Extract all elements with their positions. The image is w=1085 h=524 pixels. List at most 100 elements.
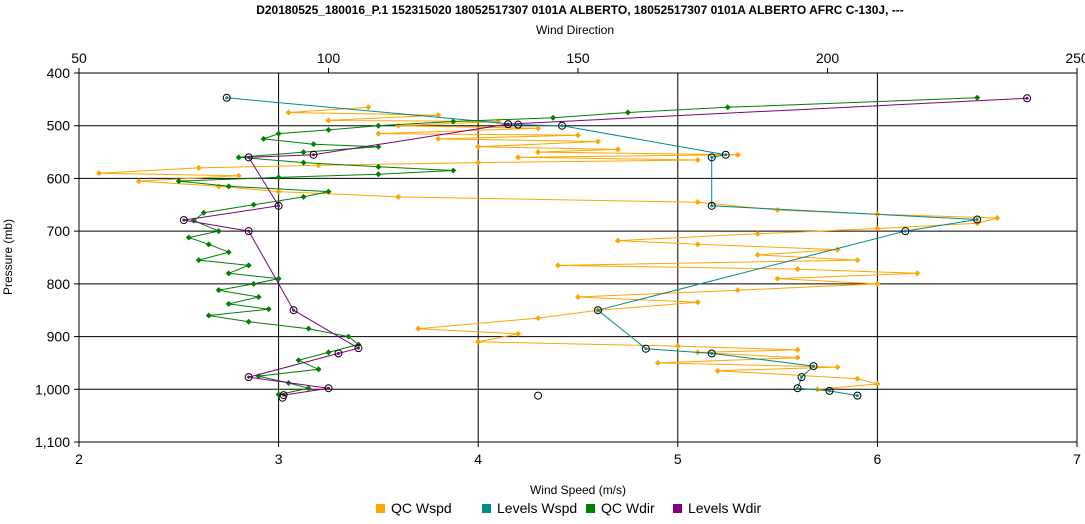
data-point [515,330,522,337]
data-point [435,135,442,142]
data-point [594,138,601,145]
stray-data-point [278,393,287,402]
data-point-fill [710,351,714,355]
data-point [195,164,202,171]
data-point [674,343,681,350]
data-point [641,344,650,353]
data-point-fill [247,375,251,379]
data-point [1023,94,1032,103]
top-axis-ticks: 50 100 150 200 250 [71,50,1085,73]
data-point [614,237,621,244]
data-point-fill [855,394,859,398]
legend-swatch [482,504,491,513]
data-point [244,227,253,236]
data-point [694,241,701,248]
data-point [550,114,557,121]
data-point [514,120,523,129]
data-point-fill [710,204,714,208]
data-point [375,171,382,178]
data-point [215,287,222,294]
data-point-fill [975,218,979,222]
legend-swatch [673,504,682,513]
top-tick-label: 100 [317,50,341,66]
data-point [245,318,252,325]
bottom-tick-label: 5 [674,451,682,467]
data-point-fill [644,347,648,351]
data-point-fill [247,155,251,159]
y-tick-label: 900 [47,329,71,345]
data-point-fill [225,96,229,100]
data-point [300,149,307,156]
data-point [707,349,716,358]
data-point [225,183,232,190]
data-point [797,373,806,382]
data-point [250,280,257,287]
data-point [205,241,212,248]
bottom-tick-label: 4 [474,451,482,467]
data-point [593,306,602,315]
data-point [575,132,581,139]
data-point [222,93,231,102]
data-point [694,299,701,306]
data-point [854,257,861,264]
data-point-fill [596,308,600,312]
data-point [179,216,188,225]
series-levels-wspd [222,93,982,400]
data-point [914,270,921,277]
data-point [195,257,202,264]
data-point [375,130,382,137]
data-point-fill [796,386,800,390]
y-tick-label: 700 [47,223,71,239]
data-point [205,312,212,319]
data-point [535,125,542,132]
data-point [874,280,881,287]
data-point [450,167,457,174]
data-point-fill [277,204,281,208]
data-point [475,143,482,150]
data-point-fill [312,153,316,157]
series-levels-wdir [179,94,1032,400]
y-tick-label: 800 [47,276,71,292]
data-point-fill [247,229,251,233]
data-point [834,364,841,371]
data-point-fill [182,218,186,222]
data-point [504,120,513,129]
legend-swatch [376,504,385,513]
data-point [375,163,382,170]
data-point [515,154,522,161]
data-point [255,294,262,301]
y-axis-label: Pressure (mb) [1,219,15,295]
y-tick-label: 1,000 [35,381,70,397]
data-point [175,178,182,185]
data-point [275,174,282,181]
data-point [707,201,716,210]
series-qc-wspd [95,104,1001,393]
bottom-tick-label: 2 [75,451,83,467]
bottom-tick-label: 6 [874,451,882,467]
data-point-fill [812,364,816,368]
data-point [853,391,862,400]
data-point [809,362,818,371]
series-qc-wdir [175,94,981,398]
data-point [793,384,802,393]
data-point [974,94,981,101]
data-point [973,215,982,224]
data-point [295,357,302,364]
legend-label: QC Wspd [391,500,452,516]
data-point [734,151,741,158]
data-point [244,373,253,382]
data-point [305,385,312,392]
data-point [535,315,542,322]
top-tick-label: 50 [71,50,87,66]
data-point [614,146,621,153]
data-point [289,306,298,315]
data-point-fill [710,155,714,159]
data-point-fill [356,346,360,350]
data-point [325,349,332,356]
data-point [235,172,242,179]
data-point [244,153,253,162]
data-point [575,294,581,301]
data-point [345,333,352,340]
bottom-tick-label: 3 [275,451,283,467]
top-axis-label: Wind Direction [536,23,614,37]
